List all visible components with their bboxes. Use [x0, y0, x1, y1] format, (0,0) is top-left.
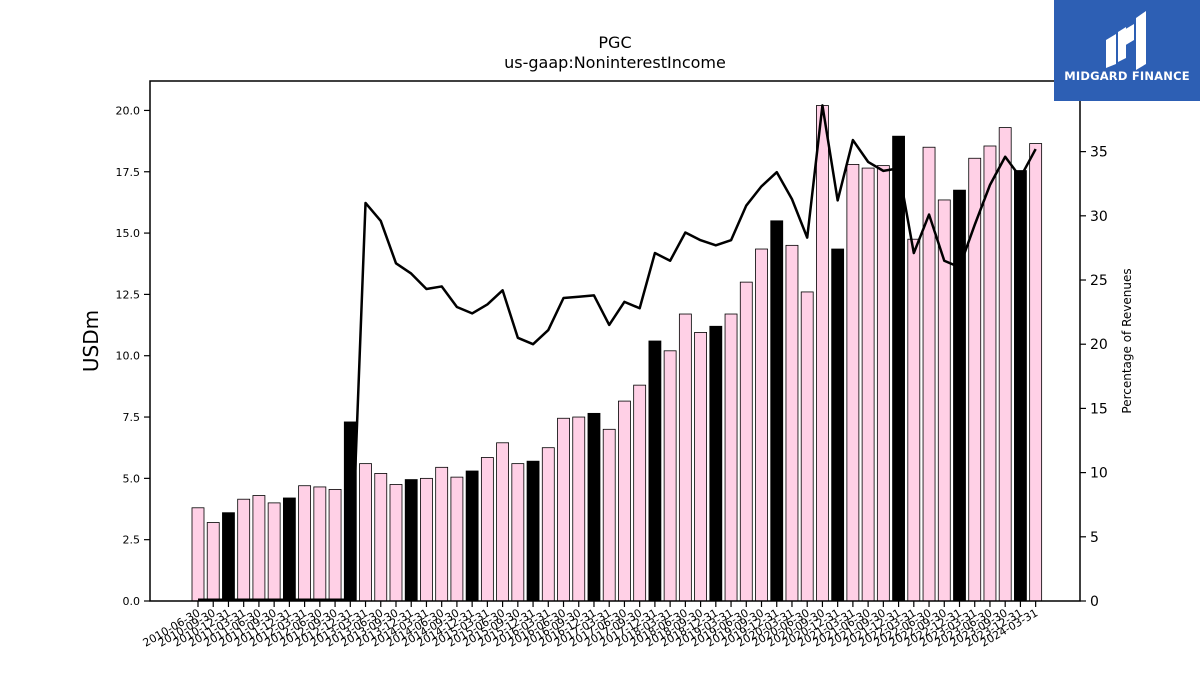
bar-2021-06-30: [861, 167, 875, 602]
right-tick-label-20: 20: [1090, 337, 1108, 353]
chart-title: PGC: [598, 33, 631, 52]
bar-2023-06-30: [983, 145, 997, 602]
bar-2014-06-30: [435, 466, 449, 602]
bar-2011-09-30: [267, 502, 281, 602]
bar-2013-12-31: [404, 479, 418, 602]
bar-2015-06-30: [496, 442, 510, 602]
bar-2016-09-30: [572, 416, 586, 602]
x-axis: 2010-06-302010-09-302010-12-312011-03-31…: [141, 601, 1040, 650]
bar-2016-12-31: [587, 412, 601, 602]
y2-axis-label: Percentage of Revenues: [1120, 268, 1134, 413]
left-tick-label-2.5: 2.5: [123, 534, 141, 547]
midgard-finance-logo-icon: [1106, 11, 1146, 70]
bar-2017-06-30: [618, 400, 631, 602]
bar-2023-12-31: [1014, 170, 1027, 602]
bar-2021-12-31: [892, 135, 905, 602]
bar-2012-06-30: [313, 486, 327, 602]
bar-2021-03-31: [846, 163, 860, 602]
left-tick-label-10.0: 10.0: [116, 350, 141, 363]
right-tick-label-10: 10: [1090, 466, 1108, 482]
left-tick-label-12.5: 12.5: [116, 288, 141, 301]
bar-2024-03-31: [1029, 143, 1043, 602]
bar-2020-03-31: [785, 244, 799, 602]
bar-2021-09-30: [876, 165, 890, 602]
bar-2015-09-30: [511, 463, 525, 602]
y-axis-label: USDm: [79, 310, 103, 372]
right-tick-label-30: 30: [1090, 209, 1108, 225]
right-tick-label-5: 5: [1090, 530, 1099, 546]
right-tick-label-35: 35: [1090, 145, 1108, 161]
bar-2011-06-30: [252, 495, 266, 602]
bar-series: [191, 105, 1043, 602]
right-tick-label-0: 0: [1090, 594, 1099, 610]
bar-2014-12-31: [465, 470, 479, 602]
left-y-axis: 0.0 2.5 5.0 7.5 10.0 12.5 15.0 17.5 20.0: [116, 104, 150, 608]
bar-2018-09-30: [694, 332, 707, 602]
left-tick-label-0.0: 0.0: [123, 595, 141, 608]
left-tick-label-7.5: 7.5: [123, 411, 141, 424]
bar-2017-03-31: [602, 428, 616, 602]
bar-2013-03-31: [359, 463, 372, 602]
bar-2020-12-31: [831, 248, 845, 602]
right-y-axis: 0 5 10 15 20 25 30 35: [1080, 145, 1108, 610]
percentage-of-revenues-line: [198, 104, 1037, 601]
bar-2017-09-30: [633, 384, 647, 602]
bar-2011-03-31: [237, 498, 251, 602]
bar-2019-06-30: [739, 281, 753, 602]
brand-name: MIDGARD FINANCE: [1064, 69, 1190, 83]
bar-2017-12-31: [648, 340, 662, 602]
bar-2020-06-30: [800, 291, 814, 602]
bar-2015-12-31: [526, 460, 540, 602]
bar-2015-03-31: [480, 457, 494, 602]
right-tick-label-15: 15: [1090, 401, 1108, 417]
bar-2011-12-31: [282, 497, 296, 602]
left-tick-label-5.0: 5.0: [123, 472, 141, 485]
bar-2019-03-31: [724, 313, 738, 602]
bar-2010-09-30: [206, 522, 220, 602]
bar-2023-09-30: [998, 127, 1012, 602]
left-tick-label-17.5: 17.5: [116, 166, 141, 179]
plot-frame: [149, 80, 1081, 602]
bar-2016-06-30: [557, 417, 570, 602]
bar-2013-06-30: [374, 473, 388, 602]
bar-2016-03-31: [541, 447, 555, 602]
bar-2020-09-30: [816, 105, 829, 602]
left-tick-label-15.0: 15.0: [116, 227, 141, 240]
left-tick-label-20.0: 20.0: [116, 104, 141, 117]
bar-2019-09-30: [755, 248, 768, 602]
bar-2022-03-31: [907, 238, 921, 602]
bar-2014-09-30: [450, 476, 464, 602]
bar-2014-03-31: [420, 477, 433, 602]
midgard-finance-logo: MIDGARD FINANCE: [1054, 0, 1200, 101]
bar-2018-12-31: [709, 325, 723, 602]
bar-2012-03-31: [298, 485, 312, 602]
bar-2018-03-31: [663, 350, 677, 602]
bar-2010-12-31: [222, 512, 235, 602]
bar-2012-09-30: [328, 488, 342, 602]
bar-2010-06-30: [191, 507, 205, 602]
right-tick-label-25: 25: [1090, 273, 1108, 289]
bar-2022-12-31: [953, 189, 966, 602]
bar-2018-06-30: [678, 313, 692, 602]
bar-2013-09-30: [389, 484, 403, 602]
bar-2019-12-31: [770, 220, 784, 602]
chart-subtitle: us-gaap:NoninterestIncome: [504, 53, 726, 72]
percentage-line-series: [198, 104, 1037, 601]
